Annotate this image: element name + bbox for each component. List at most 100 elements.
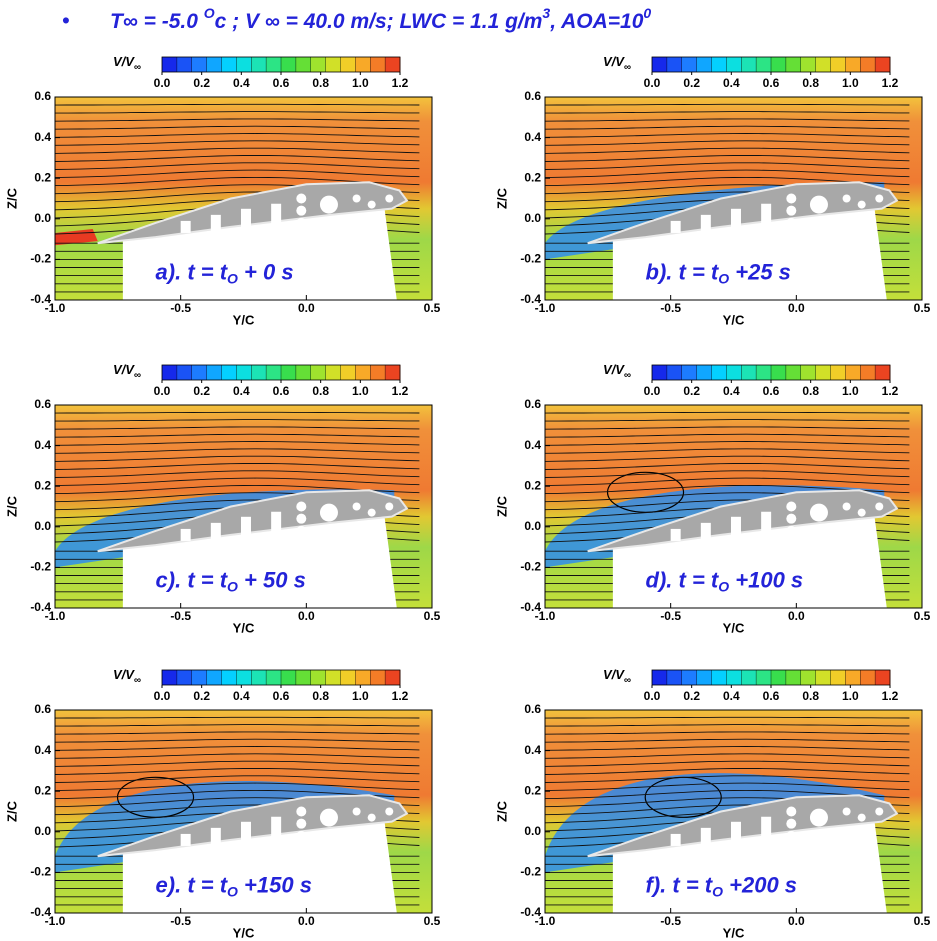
colorbar-tick-label: 0.2 xyxy=(193,384,210,398)
colorbar-segment xyxy=(340,670,356,685)
airfoil-cutout xyxy=(761,203,772,226)
streamline xyxy=(545,731,910,735)
subscript: ∞ xyxy=(624,370,631,381)
colorbar-tick-label: 0.2 xyxy=(683,76,700,90)
airfoil-cutout xyxy=(180,528,191,541)
streamline xyxy=(545,463,910,470)
y-axis-label: Z/C xyxy=(494,187,509,209)
airfoil-hole xyxy=(786,818,797,829)
y-tick-label: 0.4 xyxy=(524,438,541,452)
colorbar-segment xyxy=(666,670,683,685)
y-tick-label: 0.4 xyxy=(524,743,541,757)
airfoil-hole xyxy=(296,501,307,512)
text-part: T∞ = -5.0 xyxy=(110,10,204,33)
streamline xyxy=(55,441,420,446)
streamline xyxy=(55,169,420,179)
streamline xyxy=(55,448,420,454)
x-tick-label: -1.0 xyxy=(45,609,66,623)
text-part: c). t = t xyxy=(156,567,229,592)
airfoil-hole xyxy=(857,813,866,822)
colorbar-tick-label: 0.6 xyxy=(763,384,780,398)
streamline xyxy=(545,775,910,783)
bullet: • xyxy=(62,10,69,33)
streamline xyxy=(55,426,420,430)
airfoil-cutout xyxy=(700,522,711,539)
streamline xyxy=(545,470,910,478)
streamline xyxy=(545,738,910,743)
airfoil-hole xyxy=(352,194,361,203)
y-axis-label: Z/C xyxy=(4,495,19,517)
streamline xyxy=(55,753,420,759)
x-axis-label: Y/C xyxy=(233,312,255,327)
airfoil-hole xyxy=(385,502,394,511)
field xyxy=(545,97,922,300)
colorbar-label: V/V∞ xyxy=(113,362,141,380)
plot-frame xyxy=(54,404,433,609)
y-axis-label: Z/C xyxy=(494,800,509,822)
colorbar-segment xyxy=(800,670,817,685)
colorbar-segment xyxy=(666,365,683,380)
laser-shadow xyxy=(612,206,887,300)
colorbar-label: V/V∞ xyxy=(603,667,631,685)
streamline xyxy=(55,125,420,130)
y-tick-label: 0.6 xyxy=(524,702,541,716)
y-tick-label: 0.6 xyxy=(524,89,541,103)
colorbar-tick-label: 1.2 xyxy=(882,384,899,398)
x-tick-label: 0.0 xyxy=(788,914,805,928)
colorbar-segment xyxy=(830,57,846,72)
text-part: V/V xyxy=(603,362,625,377)
colorbar-segment xyxy=(266,670,282,685)
field xyxy=(545,405,922,608)
y-tick-label: -0.4 xyxy=(520,905,541,919)
text-part: +150 s xyxy=(238,872,312,897)
streamline xyxy=(55,470,420,478)
x-tick-label: 0.5 xyxy=(914,609,931,623)
field xyxy=(55,405,432,608)
colorbar-segment xyxy=(756,57,772,72)
colorbar-segment xyxy=(221,670,237,685)
colorbar-segment xyxy=(176,365,193,380)
streamline xyxy=(545,118,910,122)
text-part: c ; V ∞ = 40.0 m/s; LWC = 1.1 g/m xyxy=(215,10,543,33)
streamline xyxy=(55,147,420,154)
colorbar-segment xyxy=(652,670,668,685)
panel-label: d). t = tO +100 s xyxy=(646,567,804,594)
airfoil-hole xyxy=(322,829,331,838)
streamline xyxy=(545,448,910,454)
airfoil-cutout xyxy=(180,833,191,846)
y-tick-label: 0.6 xyxy=(34,89,51,103)
subscript: O xyxy=(227,883,238,899)
x-tick-label: -0.5 xyxy=(170,301,191,315)
streamline xyxy=(545,441,910,446)
airfoil-hole xyxy=(296,830,307,841)
plot-frame xyxy=(54,709,433,914)
colorbar-segment xyxy=(266,365,282,380)
colorbar-segment xyxy=(176,57,193,72)
text-part: V/V xyxy=(113,54,135,69)
airfoil-hole xyxy=(385,807,394,816)
colorbar-tick-label: 0.2 xyxy=(683,384,700,398)
airfoil-hole xyxy=(786,205,797,216)
streamline xyxy=(545,147,910,154)
airfoil-hole xyxy=(296,525,307,536)
streamline xyxy=(55,433,420,438)
colorbar-segment xyxy=(385,57,401,72)
y-tick-label: -0.2 xyxy=(30,252,51,266)
streamline xyxy=(55,775,420,783)
subscript: O xyxy=(718,578,729,594)
airfoil-cutout xyxy=(730,821,741,842)
airfoil-cutout xyxy=(271,511,282,534)
colorbar-tick-label: 1.2 xyxy=(882,689,899,703)
airfoil-hole xyxy=(367,508,376,517)
x-tick-label: 0.0 xyxy=(788,609,805,623)
colorbar-segment xyxy=(325,57,341,72)
colorbar-segment xyxy=(785,57,802,72)
airfoil-hole xyxy=(809,195,828,214)
colorbar-segment xyxy=(295,57,312,72)
colorbar-segment xyxy=(815,670,831,685)
superscript: 3 xyxy=(542,5,550,21)
streamline xyxy=(545,125,910,130)
streamline xyxy=(55,140,420,146)
colorbar-segment xyxy=(800,57,817,72)
airfoil-cutout xyxy=(180,220,191,233)
